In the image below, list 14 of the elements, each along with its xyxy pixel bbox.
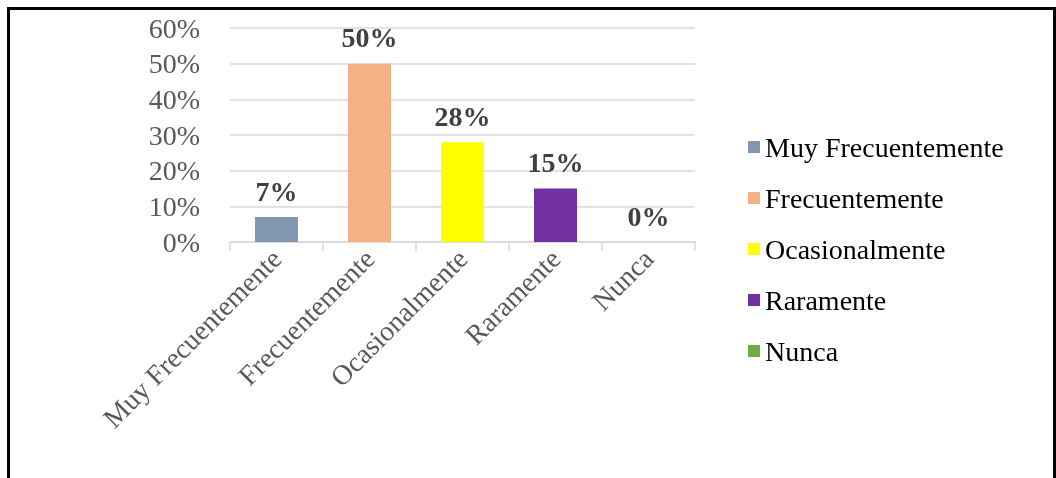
y-tick-label: 0% [162,226,200,258]
data-label: 28% [434,100,491,132]
y-tick-label: 10% [148,190,200,222]
data-label: 0% [627,200,670,232]
y-tick-label: 60% [148,12,200,44]
y-tick-label: 50% [148,48,200,80]
y-tick-label: 40% [148,83,200,115]
legend-label: Muy Frecuentemente [765,131,1004,163]
data-label: 50% [341,22,398,54]
y-tick-label: 30% [148,119,200,151]
legend-label: Frecuentemente [765,182,944,214]
data-label: 15% [527,147,584,178]
data-label: 7% [255,175,298,207]
y-tick-label: 20% [148,155,200,187]
